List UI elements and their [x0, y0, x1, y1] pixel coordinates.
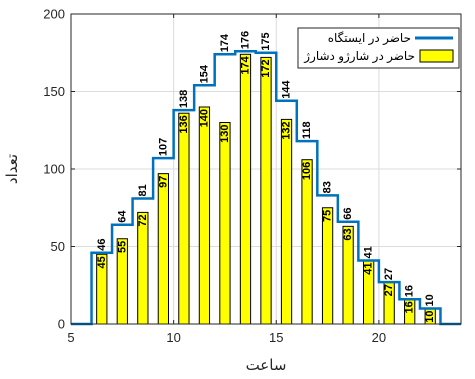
- stair-value-label: 83: [322, 181, 334, 193]
- bar-value-label: 172: [260, 59, 272, 77]
- bar: [301, 159, 313, 325]
- bar-value-label: 174: [239, 55, 251, 74]
- legend-label-station: حاضر در ایستگاه: [328, 31, 411, 46]
- stair-value-label: 46: [96, 238, 108, 250]
- bar-value-label: 16: [404, 301, 416, 313]
- stair-value-label: 10: [424, 294, 436, 306]
- stair-value-label: 64: [116, 210, 128, 223]
- y-tick-label: 50: [51, 239, 65, 254]
- bar: [321, 207, 334, 325]
- stair-value-label: 81: [137, 184, 149, 196]
- y-tick-label: 150: [43, 84, 65, 99]
- legend-label-charging: حاضر در شارژو دشارژ: [303, 49, 415, 64]
- legend: حاضر در ایستگاه حاضر در شارژو دشارژ: [297, 27, 460, 69]
- stairs-line: [71, 49, 461, 326]
- bar-value-label: 106: [301, 162, 313, 180]
- bar-value-label: 132: [281, 121, 293, 139]
- bar: [260, 56, 272, 325]
- stair-value-label: 154: [198, 64, 210, 83]
- x-tick-label: 5: [67, 330, 74, 345]
- y-tick-label: 100: [43, 162, 65, 177]
- legend-swatch-bar: [419, 49, 454, 63]
- bar-value-label: 136: [178, 115, 190, 133]
- stair-value-label: 118: [301, 121, 313, 139]
- y-axis-label: تعداد: [4, 154, 21, 184]
- bar: [239, 53, 252, 325]
- stair-value-label: 66: [342, 207, 354, 219]
- bar-value-label: 63: [342, 228, 354, 240]
- stair-value-label: 138: [178, 90, 190, 108]
- bar: [219, 122, 231, 325]
- value-labels: 45 46 55 64 72 81 97 107 136 138 140 154 130 174 174 17…: [96, 31, 436, 323]
- stair-value-label: 16: [404, 285, 416, 297]
- bar-value-label: 45: [96, 256, 108, 268]
- stair-value-label: 107: [157, 138, 169, 156]
- stairs-group: [71, 49, 461, 326]
- stair-value-label: 174: [219, 33, 231, 52]
- x-tick-label: 10: [166, 330, 180, 345]
- bar-value-label: 55: [116, 241, 128, 253]
- bars-group: [96, 53, 436, 325]
- stair-value-label: 27: [383, 268, 395, 280]
- bar-value-label: 10: [424, 311, 436, 323]
- bar: [178, 112, 190, 325]
- stair-value-label: 175: [260, 32, 272, 50]
- bar: [198, 106, 211, 325]
- bar-value-label: 140: [198, 109, 210, 127]
- x-tick-label: 20: [372, 330, 386, 345]
- stair-value-label: 144: [281, 80, 293, 99]
- x-axis-label: ساعت: [246, 357, 287, 374]
- bar-value-label: 41: [363, 262, 375, 274]
- x-tick-label: 15: [269, 330, 283, 345]
- stair-value-label: 41: [363, 246, 375, 258]
- bar-value-label: 72: [137, 214, 149, 226]
- bar-value-label: 27: [383, 284, 395, 296]
- y-tick-label: 0: [58, 317, 65, 332]
- bar-value-label: 130: [219, 125, 231, 143]
- bar: [280, 118, 293, 325]
- y-tick-label: 200: [43, 7, 65, 22]
- bar: [137, 211, 149, 325]
- bar: [157, 173, 170, 325]
- stair-value-label: 176: [239, 31, 251, 49]
- bar-value-label: 97: [157, 176, 169, 188]
- bar-value-label: 75: [322, 210, 334, 222]
